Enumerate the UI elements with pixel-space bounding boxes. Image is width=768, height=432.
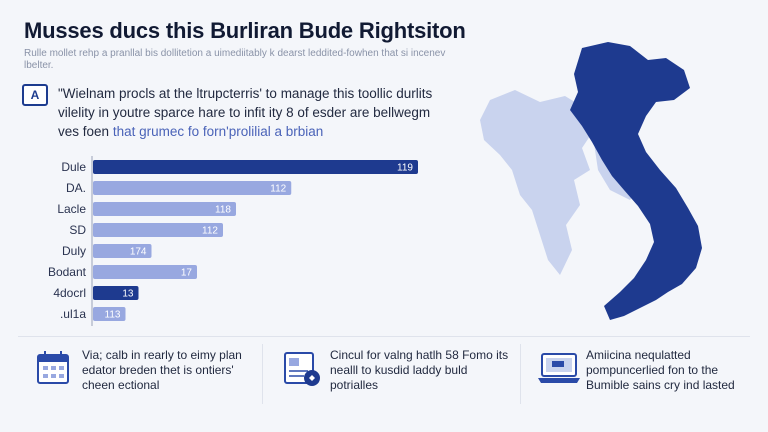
callout-text: "Wielnam procls at the ltrupcterris' to … <box>58 84 438 141</box>
bar-category-label: .ul1a <box>60 307 86 321</box>
bar <box>93 223 223 237</box>
card-3-line-2: pompuncerlied fon to the <box>586 363 719 377</box>
bar-category-label: SD <box>69 223 86 237</box>
neighbor-region <box>480 90 594 275</box>
bar <box>93 202 236 216</box>
page-subtitle: Rulle mollet rehp a pranllal bis dollite… <box>24 48 446 71</box>
bar-value-label: 17 <box>181 268 193 279</box>
map-svg <box>480 42 702 320</box>
bar-value-label: 113 <box>105 310 121 321</box>
bar-category-label: Lacle <box>57 202 86 216</box>
info-icon: A <box>22 84 48 106</box>
section-divider <box>18 336 750 337</box>
callout-line-2: vilelity in youtre sparce hare to infit … <box>58 105 431 120</box>
bar-value-label: 112 <box>270 184 286 195</box>
bar <box>93 265 197 279</box>
card-2-text: Cincul for valng hatlh 58 Fomo its neall… <box>330 348 508 393</box>
bar-value-label: 118 <box>215 205 231 216</box>
report-icon <box>282 348 322 388</box>
calendar-icon <box>34 348 74 388</box>
bar-category-label: DA. <box>66 181 86 195</box>
bar-chart-svg: Dule 119 DA. 112 Lacle 118 SD 112 Duly 174 Bodant 1… <box>48 156 418 326</box>
bar <box>93 181 292 195</box>
card-2-line-2: nealll to kusdid laddy buld <box>330 363 468 377</box>
country-map <box>470 30 760 330</box>
callout-line-3: ves foen that grumec fo forn'prolilial a… <box>58 122 438 141</box>
page-title: Musses ducs this Burliran Bude Rightsito… <box>24 18 466 43</box>
card-separator-2 <box>520 344 521 404</box>
card-1-line-2: edator breden thet is ontiers' <box>82 363 234 377</box>
highlight-country <box>570 42 702 320</box>
bar-category-label: Bodant <box>48 265 87 279</box>
card-2-line-1: Cincul for valng hatlh 58 Fomo its <box>330 348 509 362</box>
callout-line-1: "Wielnam procls at the ltrupcterris' to … <box>58 86 433 101</box>
callout-line-3-highlight: that grumec fo forn'prolilial a brbian <box>112 124 324 139</box>
bar-category-label: 4docrl <box>53 286 86 300</box>
card-1-line-3: cheen ectional <box>82 378 160 392</box>
info-card-2: Cincul for valng hatlh 58 Fomo its neall… <box>282 344 522 414</box>
bar-category-label: Dule <box>61 160 86 174</box>
bar <box>93 286 139 300</box>
bar <box>93 160 418 174</box>
bar-category-label: Duly <box>62 244 86 258</box>
laptop-icon <box>538 348 580 388</box>
card-separator-1 <box>262 344 263 404</box>
card-3-line-3: Bumible sains cry ind lasted <box>586 378 735 392</box>
bar-value-label: 119 <box>397 163 413 174</box>
bar <box>93 244 152 258</box>
bar <box>93 307 126 321</box>
card-3-text: Amiicina nequlatted pompuncerlied fon to… <box>586 348 735 393</box>
bar-chart: Dule 119 DA. 112 Lacle 118 SD 112 Duly 174 Bodant 1… <box>30 156 430 326</box>
card-1-text: Via; calb in rearly to eimy plan edator … <box>82 348 242 393</box>
callout-line-3-plain: ves foen <box>58 124 110 139</box>
card-1-line-1: Via; calb in rearly to eimy plan <box>82 348 242 362</box>
card-2-line-3: potrialles <box>330 378 379 392</box>
info-card-3: Amiicina nequlatted pompuncerlied fon to… <box>538 344 753 414</box>
bar-value-label: 174 <box>130 247 147 258</box>
info-card-1: Via; calb in rearly to eimy plan edator … <box>34 344 254 414</box>
bar-value-label: 112 <box>202 226 218 237</box>
bar-value-label: 13 <box>122 289 134 300</box>
card-3-line-1: Amiicina nequlatted <box>586 348 691 362</box>
